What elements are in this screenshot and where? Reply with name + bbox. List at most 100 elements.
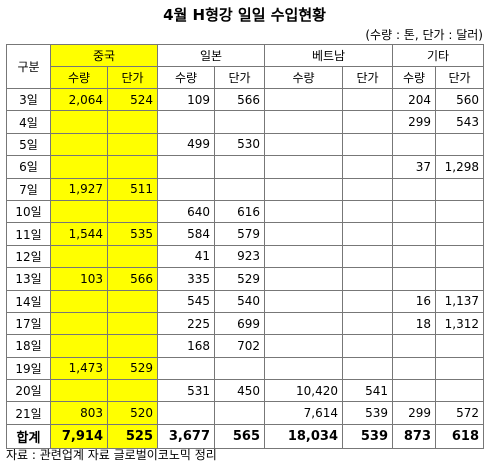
price-cell: [107, 244, 158, 269]
price-cell: 539: [342, 423, 393, 449]
quantity-cell: [50, 289, 108, 313]
price-cell: [214, 177, 265, 201]
sub-header: 수량: [50, 66, 108, 89]
quantity-cell: 7,914: [50, 423, 108, 449]
price-cell: [435, 222, 484, 246]
price-cell: [435, 334, 484, 358]
table-row: 18일 168 702: [6, 334, 484, 358]
quantity-cell: [50, 311, 108, 336]
table-row: 19일 1,473 529: [6, 356, 484, 381]
price-cell: [214, 110, 265, 134]
price-cell: [435, 356, 484, 381]
day-cell: 11일: [6, 222, 51, 246]
quantity-cell: 499: [157, 132, 215, 157]
price-cell: 529: [214, 267, 265, 291]
quantity-cell: 41: [157, 244, 215, 269]
country-header-other: 기타: [392, 44, 484, 67]
price-cell: [342, 311, 393, 336]
price-cell: [435, 132, 484, 157]
country-header-japan: 일본: [157, 44, 265, 67]
price-cell: [435, 177, 484, 201]
quantity-cell: [392, 334, 436, 358]
day-cell: 3일: [6, 87, 51, 112]
quantity-cell: [392, 267, 436, 291]
table-row: 21일 803 520 7,614 539 299 572: [6, 401, 484, 425]
price-cell: 560: [435, 87, 484, 112]
quantity-cell: 873: [392, 423, 436, 449]
price-cell: 923: [214, 244, 265, 269]
price-cell: 566: [214, 87, 265, 112]
price-cell: [107, 132, 158, 157]
quantity-cell: 16: [392, 289, 436, 313]
price-cell: [342, 177, 393, 201]
sub-header: 단가: [435, 66, 484, 89]
quantity-cell: 545: [157, 289, 215, 313]
quantity-cell: [50, 199, 108, 224]
quantity-cell: [264, 155, 343, 179]
price-cell: 1,312: [435, 311, 484, 336]
quantity-cell: [264, 110, 343, 134]
total-label: 합계: [6, 423, 51, 449]
source-note: 자료 : 관련업계 자료 글로벌이코노믹 정리: [6, 448, 217, 462]
table-row: 17일 225 699 18 1,312: [6, 311, 484, 336]
quantity-cell: [264, 311, 343, 336]
price-cell: [435, 244, 484, 269]
quantity-cell: [50, 132, 108, 157]
price-cell: 525: [107, 423, 158, 449]
price-cell: 579: [214, 222, 265, 246]
table-row: 12일 41 923: [6, 244, 484, 269]
price-cell: 616: [214, 199, 265, 224]
price-cell: [435, 199, 484, 224]
price-cell: 566: [107, 267, 158, 291]
quantity-cell: [392, 379, 436, 403]
row-header: 구분: [6, 44, 51, 89]
day-cell: 6일: [6, 155, 51, 179]
quantity-cell: [157, 110, 215, 134]
country-header-china: 중국: [50, 44, 158, 67]
price-cell: [342, 110, 393, 134]
price-cell: [107, 199, 158, 224]
quantity-cell: 803: [50, 401, 108, 425]
price-cell: [214, 401, 265, 425]
price-cell: 535: [107, 222, 158, 246]
price-cell: 511: [107, 177, 158, 201]
price-cell: [342, 132, 393, 157]
quantity-cell: [264, 356, 343, 381]
table-body: 3일 2,064 524 109 566 204 560 4일 299 543 5일 499 530 6일…: [6, 87, 484, 449]
quantity-cell: [264, 177, 343, 201]
quantity-cell: 3,677: [157, 423, 215, 449]
table-row: 11일 1,544 535 584 579: [6, 222, 484, 246]
price-cell: [435, 267, 484, 291]
price-cell: 1,137: [435, 289, 484, 313]
table-row: 14일 545 540 16 1,137: [6, 289, 484, 313]
price-cell: 541: [342, 379, 393, 403]
day-cell: 20일: [6, 379, 51, 403]
quantity-cell: [157, 401, 215, 425]
quantity-cell: [157, 356, 215, 381]
quantity-cell: 204: [392, 87, 436, 112]
sub-header: 단가: [214, 66, 265, 89]
price-cell: 1,298: [435, 155, 484, 179]
sub-header: 수량: [392, 66, 436, 89]
quantity-cell: [392, 222, 436, 246]
price-cell: [435, 379, 484, 403]
sub-header: 수량: [157, 66, 215, 89]
price-cell: 524: [107, 87, 158, 112]
quantity-cell: [392, 132, 436, 157]
quantity-cell: [50, 155, 108, 179]
page-title: 4월 H형강 일일 수입현황: [163, 6, 326, 24]
quantity-cell: 640: [157, 199, 215, 224]
price-cell: 540: [214, 289, 265, 313]
quantity-cell: [264, 199, 343, 224]
price-cell: [214, 356, 265, 381]
quantity-cell: 531: [157, 379, 215, 403]
day-cell: 7일: [6, 177, 51, 201]
quantity-cell: 2,064: [50, 87, 108, 112]
price-cell: 702: [214, 334, 265, 358]
quantity-cell: [50, 334, 108, 358]
quantity-cell: [264, 87, 343, 112]
price-cell: [107, 110, 158, 134]
quantity-cell: [50, 110, 108, 134]
quantity-cell: 299: [392, 110, 436, 134]
price-cell: 543: [435, 110, 484, 134]
